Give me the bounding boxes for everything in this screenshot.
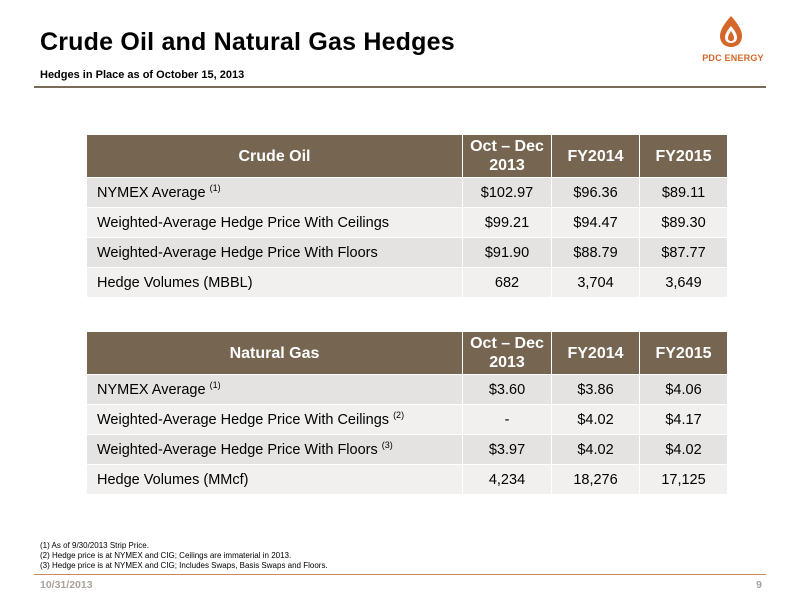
- column-header-commodity: Natural Gas: [86, 331, 463, 375]
- header-divider: [34, 86, 766, 88]
- table-header-row: Crude Oil Oct – Dec 2013 FY2014 FY2015: [86, 134, 728, 178]
- table-cell: 3,649: [639, 267, 728, 298]
- row-label: Hedge Volumes (MMcf): [86, 464, 463, 495]
- table-cell: 4,234: [462, 464, 552, 495]
- row-label: Weighted-Average Hedge Price With Floors: [86, 237, 463, 268]
- footnote-1: (1) As of 9/30/2013 Strip Price.: [40, 541, 149, 550]
- column-header-fy2015: FY2015: [639, 331, 728, 375]
- table-row: Weighted-Average Hedge Price With Ceilin…: [86, 404, 728, 435]
- table-cell: $4.06: [639, 374, 728, 405]
- table-cell: $88.79: [551, 237, 640, 268]
- table-cell: $4.02: [551, 404, 640, 435]
- row-label: NYMEX Average (1): [86, 374, 463, 405]
- natural-gas-table: Natural Gas Oct – Dec 2013 FY2014 FY2015…: [86, 331, 728, 495]
- table-header-row: Natural Gas Oct – Dec 2013 FY2014 FY2015: [86, 331, 728, 375]
- table-cell: 3,704: [551, 267, 640, 298]
- table-cell: $94.47: [551, 207, 640, 238]
- table-cell: 18,276: [551, 464, 640, 495]
- table-cell: 682: [462, 267, 552, 298]
- table-cell: $96.36: [551, 177, 640, 208]
- column-header-fy2014: FY2014: [551, 331, 640, 375]
- column-header-commodity: Crude Oil: [86, 134, 463, 178]
- footnote-2: (2) Hedge price is at NYMEX and CIG; Cei…: [40, 551, 292, 560]
- crude-oil-table: Crude Oil Oct – Dec 2013 FY2014 FY2015 N…: [86, 134, 728, 298]
- row-label: Weighted-Average Hedge Price With Ceilin…: [86, 207, 463, 238]
- table-cell: $4.17: [639, 404, 728, 435]
- footnotes: (1) As of 9/30/2013 Strip Price. (2) Hed…: [40, 541, 328, 571]
- table-cell: $3.60: [462, 374, 552, 405]
- table-row: NYMEX Average (1) $3.60 $3.86 $4.06: [86, 374, 728, 405]
- table-cell: $89.30: [639, 207, 728, 238]
- table-row: Weighted-Average Hedge Price With Ceilin…: [86, 207, 728, 238]
- footer-divider: [34, 574, 766, 575]
- table-row: Hedge Volumes (MMcf) 4,234 18,276 17,125: [86, 464, 728, 495]
- footnote-3: (3) Hedge price is at NYMEX and CIG; Inc…: [40, 561, 328, 570]
- row-label: Hedge Volumes (MBBL): [86, 267, 463, 298]
- table-row: Weighted-Average Hedge Price With Floors…: [86, 237, 728, 268]
- row-label: NYMEX Average (1): [86, 177, 463, 208]
- page-subtitle: Hedges in Place as of October 15, 2013: [40, 69, 245, 81]
- column-header-fy2014: FY2014: [551, 134, 640, 178]
- logo-wordmark: PDC ENERGY: [702, 53, 764, 63]
- row-label: Weighted-Average Hedge Price With Floors…: [86, 434, 463, 465]
- column-header-fy2015: FY2015: [639, 134, 728, 178]
- table-row: NYMEX Average (1) $102.97 $96.36 $89.11: [86, 177, 728, 208]
- pdc-flame-logo-icon: [720, 16, 742, 47]
- page-number: 9: [756, 579, 762, 591]
- table-cell: $3.86: [551, 374, 640, 405]
- table-cell: $99.21: [462, 207, 552, 238]
- table-cell: $4.02: [551, 434, 640, 465]
- page-title: Crude Oil and Natural Gas Hedges: [40, 28, 455, 56]
- table-cell: $91.90: [462, 237, 552, 268]
- table-cell: $87.77: [639, 237, 728, 268]
- column-header-oct-dec-2013: Oct – Dec 2013: [462, 331, 552, 375]
- table-cell: $4.02: [639, 434, 728, 465]
- table-cell: $102.97: [462, 177, 552, 208]
- row-label: Weighted-Average Hedge Price With Ceilin…: [86, 404, 463, 435]
- column-header-oct-dec-2013: Oct – Dec 2013: [462, 134, 552, 178]
- table-cell: 17,125: [639, 464, 728, 495]
- table-cell: -: [462, 404, 552, 435]
- table-row: Weighted-Average Hedge Price With Floors…: [86, 434, 728, 465]
- table-cell: $3.97: [462, 434, 552, 465]
- footer-date: 10/31/2013: [40, 579, 93, 591]
- table-cell: $89.11: [639, 177, 728, 208]
- table-row: Hedge Volumes (MBBL) 682 3,704 3,649: [86, 267, 728, 298]
